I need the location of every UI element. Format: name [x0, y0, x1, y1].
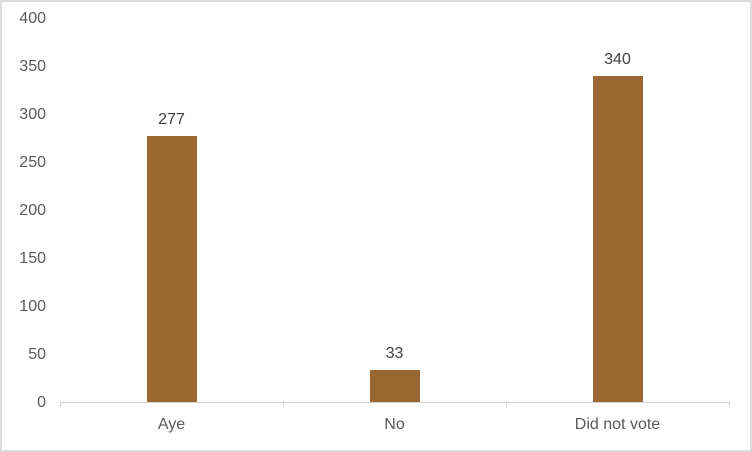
category-label-did-not-vote: Did not vote [574, 416, 661, 433]
y-axis-tick-label: 250 [19, 153, 46, 171]
category-label-aye: Aye [157, 416, 186, 433]
y-axis-tick-label: 200 [19, 201, 46, 219]
axis-tick [283, 402, 284, 407]
y-axis-tick-label: 0 [37, 393, 46, 411]
x-axis-line [60, 402, 730, 403]
bar-no [369, 370, 420, 402]
y-axis-tick-label: 350 [19, 57, 46, 75]
axis-tick [506, 402, 507, 407]
y-axis-tick-label: 50 [28, 345, 46, 363]
data-label-aye: 277 [158, 111, 185, 129]
data-label-did-not-vote: 340 [604, 50, 631, 68]
axis-tick [60, 402, 61, 407]
category-label-no: No [384, 416, 405, 433]
y-axis-tick-label: 300 [19, 105, 46, 123]
y-axis-tick-label: 100 [19, 297, 46, 315]
axis-tick [729, 402, 730, 407]
bar-did-not-vote [592, 75, 643, 402]
y-axis-tick-label: 400 [19, 9, 46, 27]
y-axis-tick-label: 150 [19, 249, 46, 267]
data-label-no: 33 [385, 345, 404, 363]
bar-aye [146, 136, 197, 402]
